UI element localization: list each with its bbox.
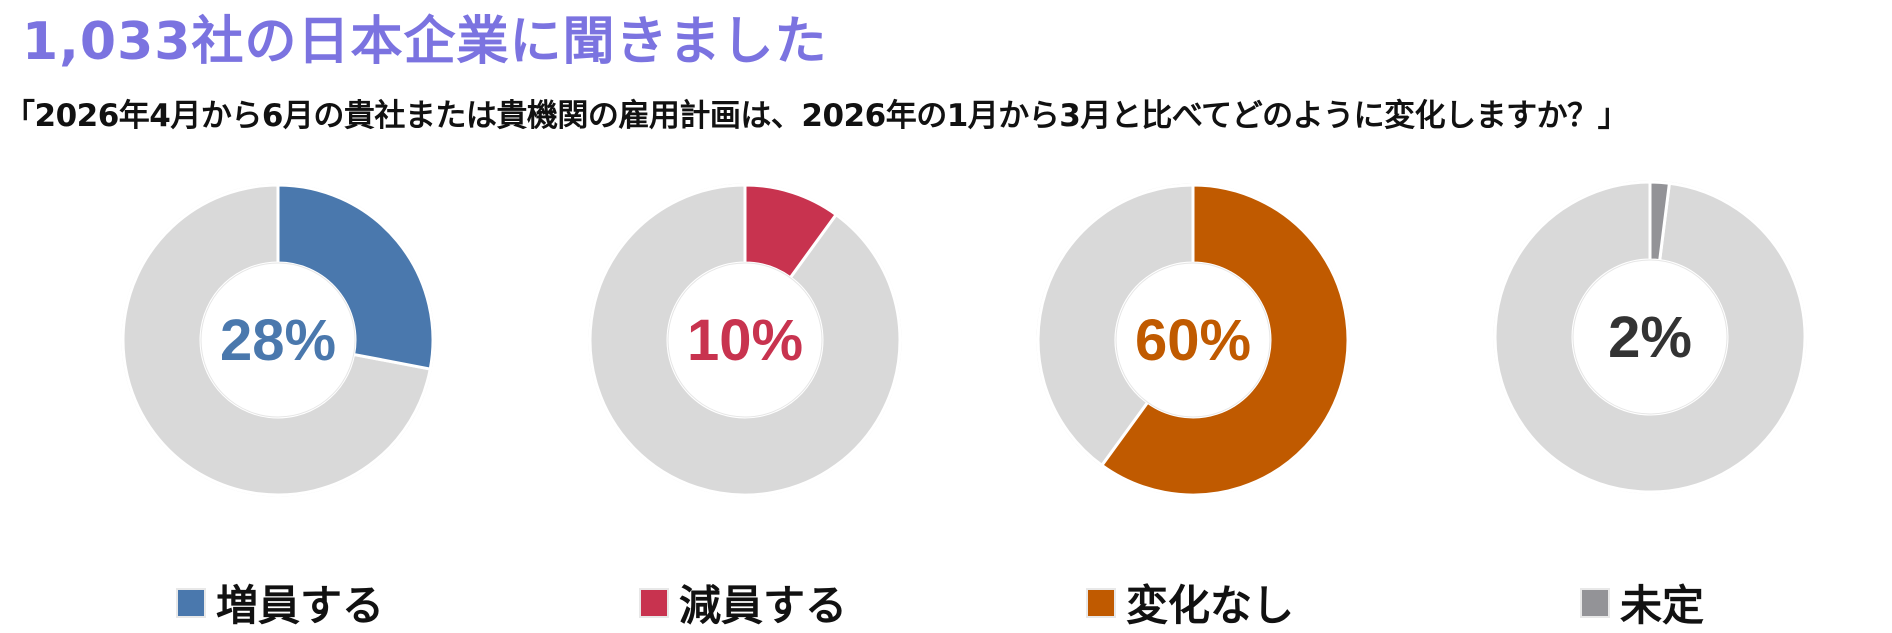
- legend-swatch-icon: [641, 589, 667, 616]
- legend-label: 未定: [1620, 581, 1705, 630]
- legend-label: 変化なし: [1126, 581, 1295, 630]
- percentage-label: 10%: [686, 307, 804, 373]
- donut-chart-no-change: 60%: [1028, 175, 1358, 505]
- donut-chart-decrease: 10%: [580, 175, 910, 505]
- legend-label: 減員する: [679, 581, 848, 630]
- legend-item-no-change: 変化なし: [1088, 572, 1294, 633]
- legend-label: 増員する: [216, 581, 385, 630]
- donut-increase-graphic: [121, 183, 435, 497]
- page-title: 1,033社の日本企業に聞きました: [22, 12, 828, 72]
- percentage-label: 2%: [1608, 304, 1692, 370]
- legend-swatch-icon: [178, 589, 204, 616]
- legend-item-increase: 増員する: [178, 572, 384, 633]
- percentage-label: 28%: [219, 307, 337, 373]
- percentage-label: 60%: [1134, 307, 1252, 373]
- donut-decrease-graphic: [588, 183, 902, 497]
- donut-undecided-graphic: [1493, 180, 1807, 494]
- survey-question: 「2026年4月から6月の貴社または貴機関の雇用計画は、2026年の1月から3月…: [4, 98, 1629, 134]
- legend-swatch-icon: [1582, 589, 1608, 616]
- legend-item-undecided: 未定: [1582, 572, 1704, 633]
- legend-swatch-icon: [1088, 589, 1114, 616]
- donut-no-change-graphic: [1036, 183, 1350, 497]
- legend-item-decrease: 減員する: [641, 572, 847, 633]
- donut-chart-undecided: 2%: [1485, 172, 1815, 502]
- donut-chart-increase: 28%: [113, 175, 443, 505]
